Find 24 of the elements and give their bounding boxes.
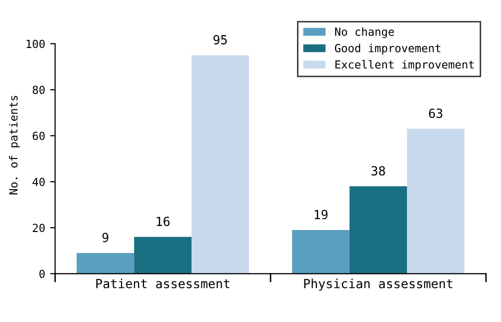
- y-tick-label: 60: [32, 132, 45, 140]
- y-tick-label: 20: [32, 224, 45, 232]
- legend-label: Good improvement: [334, 44, 440, 54]
- bar: [406, 128, 464, 274]
- y-tick-label: 80: [32, 86, 45, 94]
- y-axis-title: No. of patients: [9, 96, 20, 194]
- y-tick-label: 0: [39, 270, 45, 278]
- bar: [292, 230, 350, 274]
- data-label: 9: [102, 232, 108, 242]
- bar: [76, 253, 134, 274]
- data-label: 38: [372, 166, 385, 176]
- data-label: 95: [214, 34, 227, 44]
- y-tick-label: 40: [32, 178, 45, 186]
- y-tick-label: 100: [26, 40, 45, 48]
- bar: [192, 55, 249, 274]
- x-tick-label: Patient assessment: [96, 278, 230, 288]
- data-label: 16: [156, 216, 170, 226]
- data-label: 63: [428, 108, 442, 118]
- bar: [134, 236, 192, 274]
- bar: [350, 186, 407, 274]
- legend-label: Excellent improvement: [335, 60, 474, 71]
- data-label: 19: [314, 210, 328, 220]
- legend-label: No change: [335, 27, 394, 38]
- x-tick-label: Physician assessment: [304, 278, 452, 291]
